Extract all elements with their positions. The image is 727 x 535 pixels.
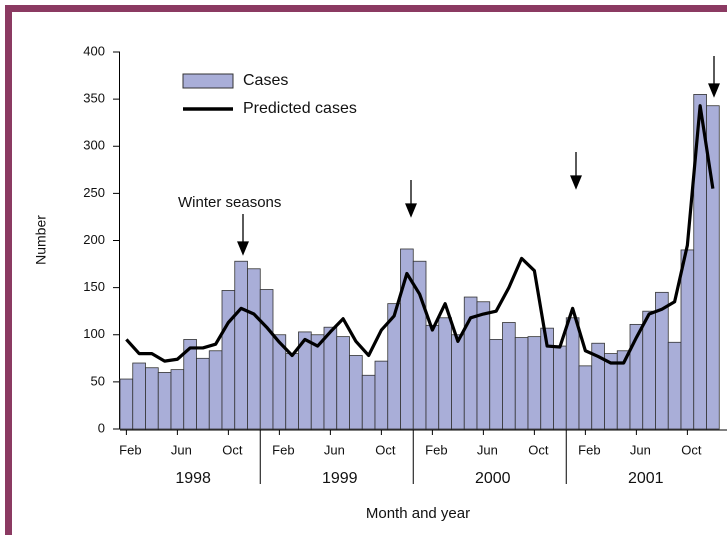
year-label: 2001 [628,470,664,487]
bar [553,345,567,430]
y-tick-label: 200 [83,232,105,247]
x-tick-label: Jun [477,442,498,457]
year-label: 2000 [475,470,511,487]
bar [706,105,720,430]
bar [655,291,669,430]
x-tick-label: Oct [222,442,243,457]
bar [425,324,440,430]
y-tick-label: 100 [83,326,105,341]
year-label: 1998 [175,470,211,487]
bar [642,310,656,430]
x-tick-label: Jun [171,442,192,457]
bar [604,353,618,430]
bar [361,374,376,430]
bar [489,339,503,430]
bar [336,336,350,430]
bar [221,290,236,430]
bar [323,326,338,430]
bar [502,322,516,430]
bar [565,317,580,430]
y-tick-label: 350 [83,91,105,106]
bar [527,336,542,430]
bar [170,369,185,430]
annotation: Winter seasons [178,194,281,211]
bar [196,357,210,430]
bar [667,341,682,430]
y-tick-label: 400 [83,43,105,58]
legend-swatch [182,73,234,89]
bar [680,249,695,430]
bar [208,350,223,430]
frame [5,5,727,535]
x-tick-label: Feb [272,442,294,457]
x-tick-label: Feb [425,442,447,457]
y-tick-label: 250 [83,185,105,200]
legend-label: Cases [243,72,288,89]
x-tick-label: Jun [630,442,651,457]
arrows [237,56,720,256]
y-tick-label: 150 [83,279,105,294]
bar [438,317,452,430]
bar [259,289,274,430]
bar [349,355,363,430]
bar [119,378,134,430]
bar [374,360,389,430]
y-tick-label: 50 [91,373,105,388]
x-tick-label: Jun [324,442,345,457]
bar [451,334,465,430]
bar [234,260,248,430]
predicted-line [125,104,715,365]
bar [247,268,261,430]
bar [578,365,593,430]
y-tick-label: 0 [98,420,105,435]
y-tick-label: 300 [83,138,105,153]
y-axis-label: Number [33,215,49,265]
bar [285,353,299,430]
x-tick-label: Feb [578,442,600,457]
bar [514,337,529,430]
bar [157,372,172,430]
x-axis-label: Month and year [366,505,470,522]
x-tick-label: Oct [528,442,549,457]
bar [132,362,146,430]
legend-label: Predicted cases [243,100,357,117]
x-tick-label: Oct [375,442,396,457]
bar [145,367,159,430]
x-tick-label: Feb [119,442,141,457]
x-tick-label: Oct [681,442,702,457]
year-label: 1999 [322,470,358,487]
bar [476,301,491,430]
bar [310,334,325,430]
